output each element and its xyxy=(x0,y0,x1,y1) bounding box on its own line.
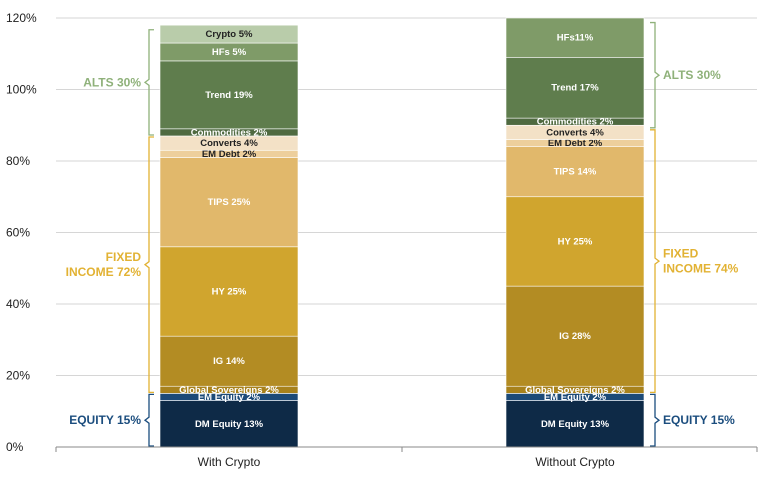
bar-segment-ig xyxy=(505,285,645,387)
bar-segment-ig xyxy=(159,335,299,387)
bar-segment-hy xyxy=(505,196,645,287)
group-label-fixed_income: FIXED xyxy=(106,250,142,264)
segment-label: Converts 4% xyxy=(200,138,258,149)
segment-label: Trend 17% xyxy=(551,83,599,94)
segment-label: Crypto 5% xyxy=(206,29,254,40)
bars: DM Equity 13%EM Equity 2%Global Sovereig… xyxy=(159,17,645,448)
y-tick-label: 80% xyxy=(6,154,30,168)
group-label-fixed_income: INCOME 72% xyxy=(66,265,142,279)
segment-label: HY 25% xyxy=(558,236,593,247)
bracket-equity xyxy=(143,393,154,447)
y-tick-label: 100% xyxy=(6,83,37,97)
bar-segment-hfs xyxy=(505,17,645,58)
segment-label: Converts 4% xyxy=(546,127,604,138)
bracket-fixed_income xyxy=(143,136,154,394)
group-label-alts: ALTS 30% xyxy=(663,68,721,82)
bracket-alts xyxy=(143,29,154,136)
x-category-label: With Crypto xyxy=(198,455,261,469)
y-tick-label: 120% xyxy=(6,11,37,25)
segment-label: HFs 5% xyxy=(212,47,247,58)
group-label-equity: EQUITY 15% xyxy=(663,413,735,427)
segment-label: HFs11% xyxy=(557,33,594,44)
bar-segment-dm_equity xyxy=(505,400,645,448)
x-axis: With Crypto Without Crypto xyxy=(55,446,758,469)
group-label-equity: EQUITY 15% xyxy=(69,413,141,427)
group-label-fixed_income: INCOME 74% xyxy=(663,262,739,276)
bar-segment-hy xyxy=(159,246,299,337)
segment-label: TIPS 14% xyxy=(554,167,597,178)
bracket-alts xyxy=(650,21,661,129)
group-label-fixed_income: FIXED xyxy=(663,247,699,261)
bar-segment-trend xyxy=(159,60,299,130)
y-tick-label: 40% xyxy=(6,297,30,311)
group-label-alts: ALTS 30% xyxy=(83,75,141,89)
y-tick-label: 20% xyxy=(6,369,30,383)
segment-label: EM Debt 2% xyxy=(202,149,257,160)
segment-label: EM Debt 2% xyxy=(548,138,603,149)
segment-label: IG 28% xyxy=(559,331,591,342)
bar-segment-crypto xyxy=(159,24,299,44)
segment-label: Trend 19% xyxy=(205,90,253,101)
segment-label: Global Sovereigns 2% xyxy=(525,385,625,396)
y-tick-label: 60% xyxy=(6,226,30,240)
y-tick-label: 0% xyxy=(6,440,24,454)
x-category-label: Without Crypto xyxy=(535,455,615,469)
segment-label: DM Equity 13% xyxy=(541,419,610,430)
segment-label: Commodities 2% xyxy=(537,117,614,128)
segment-label: DM Equity 13% xyxy=(195,419,264,430)
segment-label: Global Sovereigns 2% xyxy=(179,385,279,396)
bracket-fixed_income xyxy=(650,129,661,394)
segment-label: TIPS 25% xyxy=(208,197,251,208)
y-axis-ticks: 0% 20% 40% 60% 80% 100% 120% xyxy=(6,11,37,454)
segment-label: IG 14% xyxy=(213,356,245,367)
segment-label: HY 25% xyxy=(212,287,247,298)
bar-segment-trend xyxy=(505,57,645,119)
segment-label: EM Equity 2% xyxy=(544,392,607,403)
segment-label: Commodities 2% xyxy=(191,127,268,138)
segment-label: EM Equity 2% xyxy=(198,392,261,403)
bracket-equity xyxy=(650,393,661,447)
